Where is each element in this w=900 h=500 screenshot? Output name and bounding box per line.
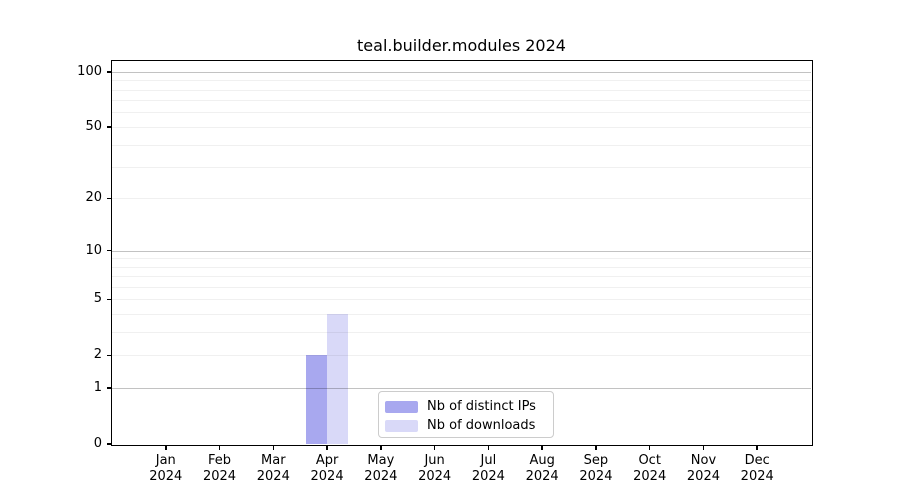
minor-gridline-50 xyxy=(112,126,811,128)
x-label-month: Oct xyxy=(638,453,661,468)
legend-item-distinct-ips: Nb of distinct IPs xyxy=(385,397,545,416)
chart-title: teal.builder.modules 2024 xyxy=(357,36,566,55)
x-label-month: Jun xyxy=(424,453,445,468)
minor-gridline-90 xyxy=(112,80,811,82)
x-label-year: 2024 xyxy=(364,469,398,484)
y-tick-10 xyxy=(106,249,111,252)
minor-gridline-8 xyxy=(112,266,811,268)
y-tick-20 xyxy=(106,197,111,200)
x-label-year: 2024 xyxy=(740,469,774,484)
x-tick-jul xyxy=(487,445,490,450)
bar-downloads-apr xyxy=(327,314,349,444)
x-label-year: 2024 xyxy=(149,469,183,484)
minor-gridline-60 xyxy=(112,112,811,114)
x-label-month: May xyxy=(367,453,395,468)
y-tick-label-5: 5 xyxy=(93,291,102,307)
x-tick-label-nov: Nov 2024 xyxy=(671,453,735,485)
x-label-month: Aug xyxy=(529,453,555,468)
x-label-year: 2024 xyxy=(310,469,344,484)
x-tick-oct xyxy=(648,445,651,450)
minor-gridline-20 xyxy=(112,198,811,200)
x-tick-aug xyxy=(541,445,543,450)
x-label-year: 2024 xyxy=(525,469,559,484)
x-tick-label-oct: Oct 2024 xyxy=(618,453,682,485)
y-tick-label-50: 50 xyxy=(85,118,102,134)
y-tick-5 xyxy=(106,298,111,301)
x-label-month: Feb xyxy=(208,453,232,468)
x-label-month: Jul xyxy=(480,453,497,468)
x-tick-label-dec: Dec 2024 xyxy=(725,453,789,485)
x-label-year: 2024 xyxy=(633,469,667,484)
y-tick-1 xyxy=(106,387,111,389)
major-gridline-1 xyxy=(112,388,811,390)
x-label-month: Apr xyxy=(315,453,339,468)
legend-label-downloads: Nb of downloads xyxy=(427,418,536,433)
y-tick-50 xyxy=(106,126,111,128)
y-tick-label-10: 10 xyxy=(85,242,102,258)
y-tick-label-1: 1 xyxy=(93,380,102,396)
x-label-month: Dec xyxy=(744,453,770,468)
x-tick-nov xyxy=(702,445,705,450)
x-tick-mar xyxy=(272,445,275,450)
minor-gridline-40 xyxy=(112,144,811,146)
minor-gridline-9 xyxy=(112,258,811,260)
bar-distinct-ips-apr xyxy=(306,355,328,444)
x-tick-label-jun: Jun 2024 xyxy=(403,453,467,485)
x-label-year: 2024 xyxy=(686,469,720,484)
x-tick-label-aug: Aug 2024 xyxy=(510,453,574,485)
minor-gridline-2 xyxy=(112,355,811,357)
y-tick-2 xyxy=(106,354,111,357)
minor-gridline-30 xyxy=(112,167,811,169)
x-tick-label-sep: Sep 2024 xyxy=(564,453,628,485)
minor-gridline-7 xyxy=(112,276,811,278)
major-gridline-100 xyxy=(112,71,811,73)
plot-area: 0 1 2 5 10 20 50 100 Jan 2024 Feb 2024 Mar 2024 Apr 202… xyxy=(77,59,813,484)
legend-item-downloads: Nb of downloads xyxy=(385,416,545,435)
x-label-month: Mar xyxy=(261,453,286,468)
x-tick-may xyxy=(380,445,382,450)
x-tick-dec xyxy=(756,445,758,450)
x-tick-label-apr: Apr 2024 xyxy=(295,453,359,485)
y-tick-label-20: 20 xyxy=(85,190,102,206)
x-label-month: Nov xyxy=(690,453,717,468)
x-tick-label-jul: Jul 2024 xyxy=(456,453,520,485)
x-label-year: 2024 xyxy=(471,469,505,484)
y-tick-100 xyxy=(106,71,111,73)
x-tick-label-may: May 2024 xyxy=(349,453,413,485)
x-tick-label-feb: Feb 2024 xyxy=(188,453,252,485)
y-tick-label-100: 100 xyxy=(77,63,102,79)
x-label-month: Jan xyxy=(155,453,176,468)
x-tick-feb xyxy=(218,445,221,450)
minor-gridline-5 xyxy=(112,299,811,301)
x-tick-sep xyxy=(595,445,597,450)
x-label-year: 2024 xyxy=(256,469,290,484)
legend-swatch-distinct-ips xyxy=(385,400,418,413)
x-tick-jun xyxy=(433,445,436,450)
legend-swatch-downloads xyxy=(385,419,418,432)
minor-gridline-6 xyxy=(112,287,811,289)
legend-label-distinct-ips: Nb of distinct IPs xyxy=(427,399,536,414)
x-tick-apr xyxy=(326,445,328,450)
y-tick-label-2: 2 xyxy=(93,347,102,363)
x-tick-jan xyxy=(165,445,167,450)
x-label-year: 2024 xyxy=(202,469,237,484)
y-tick-0 xyxy=(106,443,111,445)
minor-gridline-4 xyxy=(112,314,811,316)
x-label-year: 2024 xyxy=(418,469,452,484)
x-tick-label-jan: Jan 2024 xyxy=(134,453,198,485)
x-tick-label-mar: Mar 2024 xyxy=(241,453,305,485)
minor-gridline-3 xyxy=(112,332,811,334)
x-label-month: Sep xyxy=(583,453,609,468)
minor-gridline-80 xyxy=(112,89,811,91)
legend: Nb of distinct IPs Nb of downloads xyxy=(378,391,554,438)
y-tick-label-0: 0 xyxy=(93,436,102,451)
minor-gridline-70 xyxy=(112,100,811,102)
x-label-year: 2024 xyxy=(579,469,613,484)
major-gridline-10 xyxy=(112,250,811,252)
